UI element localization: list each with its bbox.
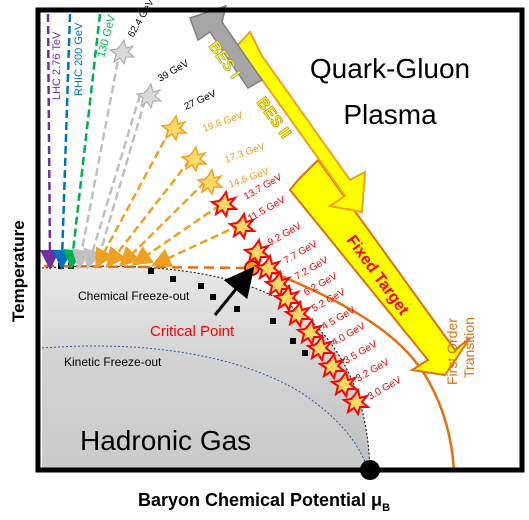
x-axis-label-sub: B [382, 502, 390, 514]
fixed-target-arrow [288, 158, 471, 377]
energy-35-label: 3.5 GeV [342, 339, 380, 367]
red-star-markers [209, 189, 371, 417]
orange-arrow-137 [131, 203, 221, 266]
critical-point-marker [244, 260, 260, 276]
x-axis-label-main: Baryon Chemical Potential μ [138, 490, 382, 510]
hadronic-gas-label: Hadronic Gas [80, 425, 251, 456]
grey-arrow-27 [96, 99, 147, 261]
lhc-arrow [39, 13, 60, 270]
orange-arrow-115 [150, 223, 241, 267]
critical-point-label: Critical Point [150, 323, 235, 340]
energy-173-label: 17.3 GeV [223, 141, 267, 166]
y-axis-label: Temperature [9, 220, 28, 322]
critical-point-arrow [213, 266, 255, 316]
kinetic-freezeout-label: Kinetic Freeze-out [64, 355, 162, 369]
energy-27-label: 27 GeV [183, 88, 219, 112]
orange-arrow-173 [105, 159, 191, 268]
rhic-arrow [52, 13, 73, 270]
first-order-label-line1: First Order [444, 318, 460, 385]
kinetic-region [42, 345, 368, 470]
grey-arrow-39 [83, 94, 142, 270]
energy-30-label: 3.0 GeV [366, 375, 404, 403]
energy-62-label: 62.4 GeV [126, 0, 157, 39]
qgp-label-line1: Quark-Gluon [310, 53, 470, 84]
lhc-label: LHC 2.76 TeV [51, 31, 63, 100]
energy-39-label: 39 GeV [156, 58, 191, 85]
rhic-130-arrow [63, 13, 102, 270]
orange-star-markers [159, 114, 225, 196]
energy-196-label: 19.6 GeV [201, 110, 245, 135]
kinetic-freezeout-curve [41, 345, 369, 471]
orange-arrow-196 [95, 129, 172, 269]
first-order-label-line2: Transition [461, 317, 477, 378]
chemical-freezeout-label: Chemical Freeze-out [78, 289, 190, 303]
qgp-label-line2: Plasma [343, 99, 437, 130]
rhic-label: RHIC 200 GeV [73, 22, 85, 96]
x-axis-label: Baryon Chemical Potential μB [138, 490, 390, 514]
orange-arrow-146 [118, 181, 206, 268]
plot-frame [35, 7, 525, 473]
energy-92-label: 9.2 GeV [266, 221, 304, 249]
energy-32-label: 3.2 GeV [354, 357, 392, 385]
grey-star-markers [108, 38, 163, 110]
